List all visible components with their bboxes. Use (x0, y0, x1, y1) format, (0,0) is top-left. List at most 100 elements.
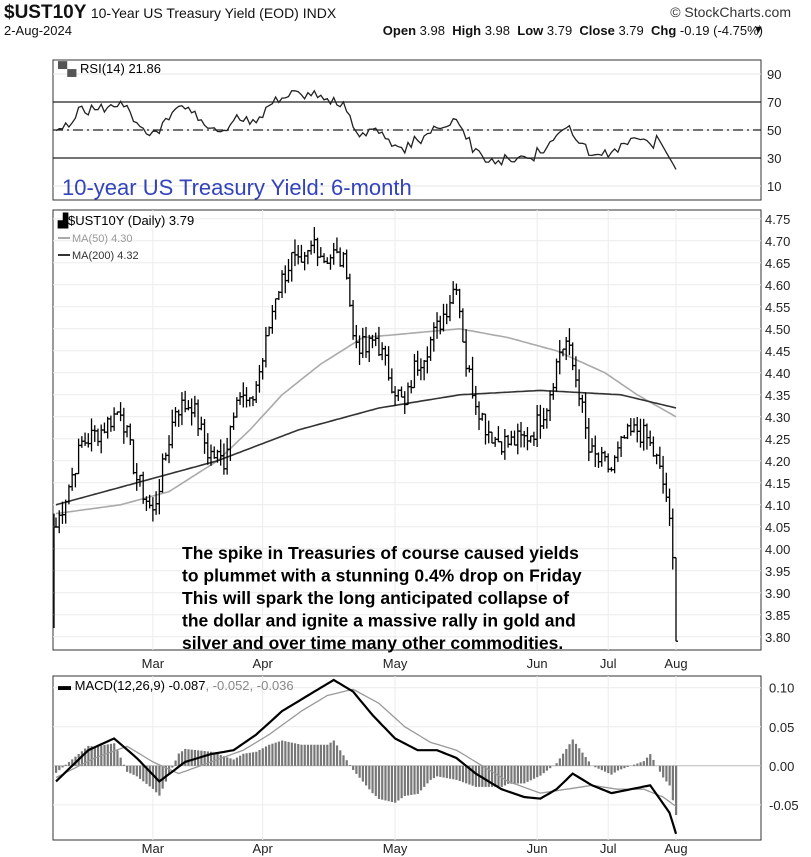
macd-hist-bar (665, 765, 668, 782)
macd-hist-bar (394, 765, 397, 803)
macd-hist-bar (507, 765, 510, 784)
macd-hist-bar (164, 765, 167, 782)
macd-hist-bar (84, 748, 87, 766)
macd-hist-bar (287, 741, 290, 766)
price-tick-label: 4.55 (765, 300, 790, 315)
macd-hist-bar (587, 761, 591, 766)
annotation-line: silver and over time many other commodit… (182, 633, 563, 653)
triangle-down-icon[interactable]: ▼ (753, 24, 764, 36)
macd-hist-bar (203, 751, 206, 766)
macd-hist-bar (293, 743, 297, 766)
macd-hist-bar (581, 752, 584, 766)
macd-hist-bar (445, 765, 448, 779)
macd-hist-bar (607, 765, 610, 774)
macd-tick-label: -0.05 (769, 798, 799, 813)
rsi-legend: ▀▄ RSI(14) 21.86 (58, 61, 161, 77)
close-label: Close (579, 23, 615, 38)
macd-hist-bar (242, 753, 245, 766)
month-label-jun: Jun (527, 841, 548, 856)
macd-hist-bar (549, 765, 552, 769)
macd-hist-bar (436, 765, 439, 777)
month-label-aug: Aug (664, 656, 687, 671)
macd-hist-bar (232, 759, 235, 766)
month-label-apr: Apr (253, 656, 274, 671)
macd-hist-bar (471, 765, 474, 786)
macd-hist-bar (668, 765, 671, 786)
macd-hist-bar (584, 757, 587, 766)
macd-hist-bar (129, 765, 132, 774)
rsi-tick-label: 10 (767, 179, 781, 194)
macd-hist-bar (109, 743, 113, 766)
price-tick-label: 3.95 (765, 564, 790, 579)
macd-hist-bar (306, 744, 310, 766)
macd-hist-bar (597, 765, 600, 769)
macd-hist-bar (490, 765, 494, 787)
macd-hist-bar (429, 765, 432, 780)
macd-hist-bar (319, 744, 322, 766)
high-value: 3.98 (484, 23, 511, 38)
macd-hist-bar (271, 743, 274, 766)
macd-hist-bar (458, 765, 461, 782)
price-panel (52, 209, 762, 651)
macd-hist-bar (610, 765, 613, 775)
macd-hist-bar (633, 764, 636, 766)
month-label-apr: Apr (253, 841, 274, 856)
macd-hist-bar (484, 765, 487, 787)
macd-hist-bar (455, 765, 458, 780)
price-tick-label: 4.70 (765, 234, 790, 249)
macd-hist-bar (277, 741, 281, 766)
macd-hist-bar (58, 765, 61, 771)
macd-hist-bar (555, 763, 558, 766)
macd-hist-bar (138, 765, 142, 779)
macd-hist-bar (113, 743, 116, 766)
macd-hist-bar (374, 765, 377, 797)
macd-hist-bar (335, 745, 339, 766)
ma50-legend: MA(50) 4.30 (72, 233, 133, 245)
price-tick-label: 4.40 (765, 366, 790, 381)
macd-hist-bar (161, 765, 164, 789)
macd-hist-bar (520, 765, 523, 784)
macd-hist-bar (423, 765, 426, 787)
price-tick-label: 4.75 (765, 212, 790, 227)
month-label-mar: Mar (142, 841, 165, 856)
macd-hist-bar (180, 751, 184, 766)
macd-hist-bar (542, 765, 545, 774)
macd-hist-bar (565, 748, 568, 766)
macd-hist-bar (603, 765, 607, 772)
macd-hist-bar (229, 758, 232, 766)
annotation-line: This will spark the long anticipated col… (182, 588, 569, 608)
macd-hist-bar (368, 765, 371, 790)
macd-hist-bar (387, 765, 390, 802)
price-tick-label: 4.00 (765, 542, 790, 557)
macd-hist-bar (645, 757, 649, 766)
macd-hist-bar (500, 765, 503, 787)
macd-hist-bar (235, 757, 239, 766)
chart-title: 10-year US Treasury Yield: 6-month (62, 175, 412, 200)
price-bars (53, 227, 678, 642)
rsi-tick-label: 70 (767, 95, 781, 110)
macd-hist-bar (96, 745, 100, 766)
price-tick-label: 4.35 (765, 388, 790, 403)
macd-hist-bar (400, 765, 403, 799)
macd-hist-bar (419, 765, 423, 791)
macd-tick-label: 0.05 (769, 720, 794, 735)
macd-hist-bar (626, 765, 629, 767)
macd-hist-bar (119, 757, 122, 766)
macd-hist-bar (465, 765, 468, 784)
month-label-aug: Aug (664, 841, 687, 856)
macd-tick-label: 0.00 (769, 759, 794, 774)
copyright: © StockCharts.com (670, 4, 791, 20)
macd-hist-bar (87, 745, 90, 766)
macd-signal-line (55, 688, 677, 807)
macd-hist-bar (187, 749, 190, 766)
macd-hist-bar (600, 765, 603, 771)
annotation-text: The spike in Treasuries of course caused… (182, 543, 582, 653)
macd-hist-bar (222, 756, 226, 766)
macd-tick-label: 0.10 (769, 681, 794, 696)
macd-hist-bar (339, 750, 342, 766)
rsi-tick-label: 30 (767, 151, 781, 166)
macd-hist-bar (200, 750, 203, 766)
macd-hist-bar (313, 744, 316, 766)
price-tick-label: 3.85 (765, 608, 790, 623)
macd-hist-bar (226, 757, 229, 766)
